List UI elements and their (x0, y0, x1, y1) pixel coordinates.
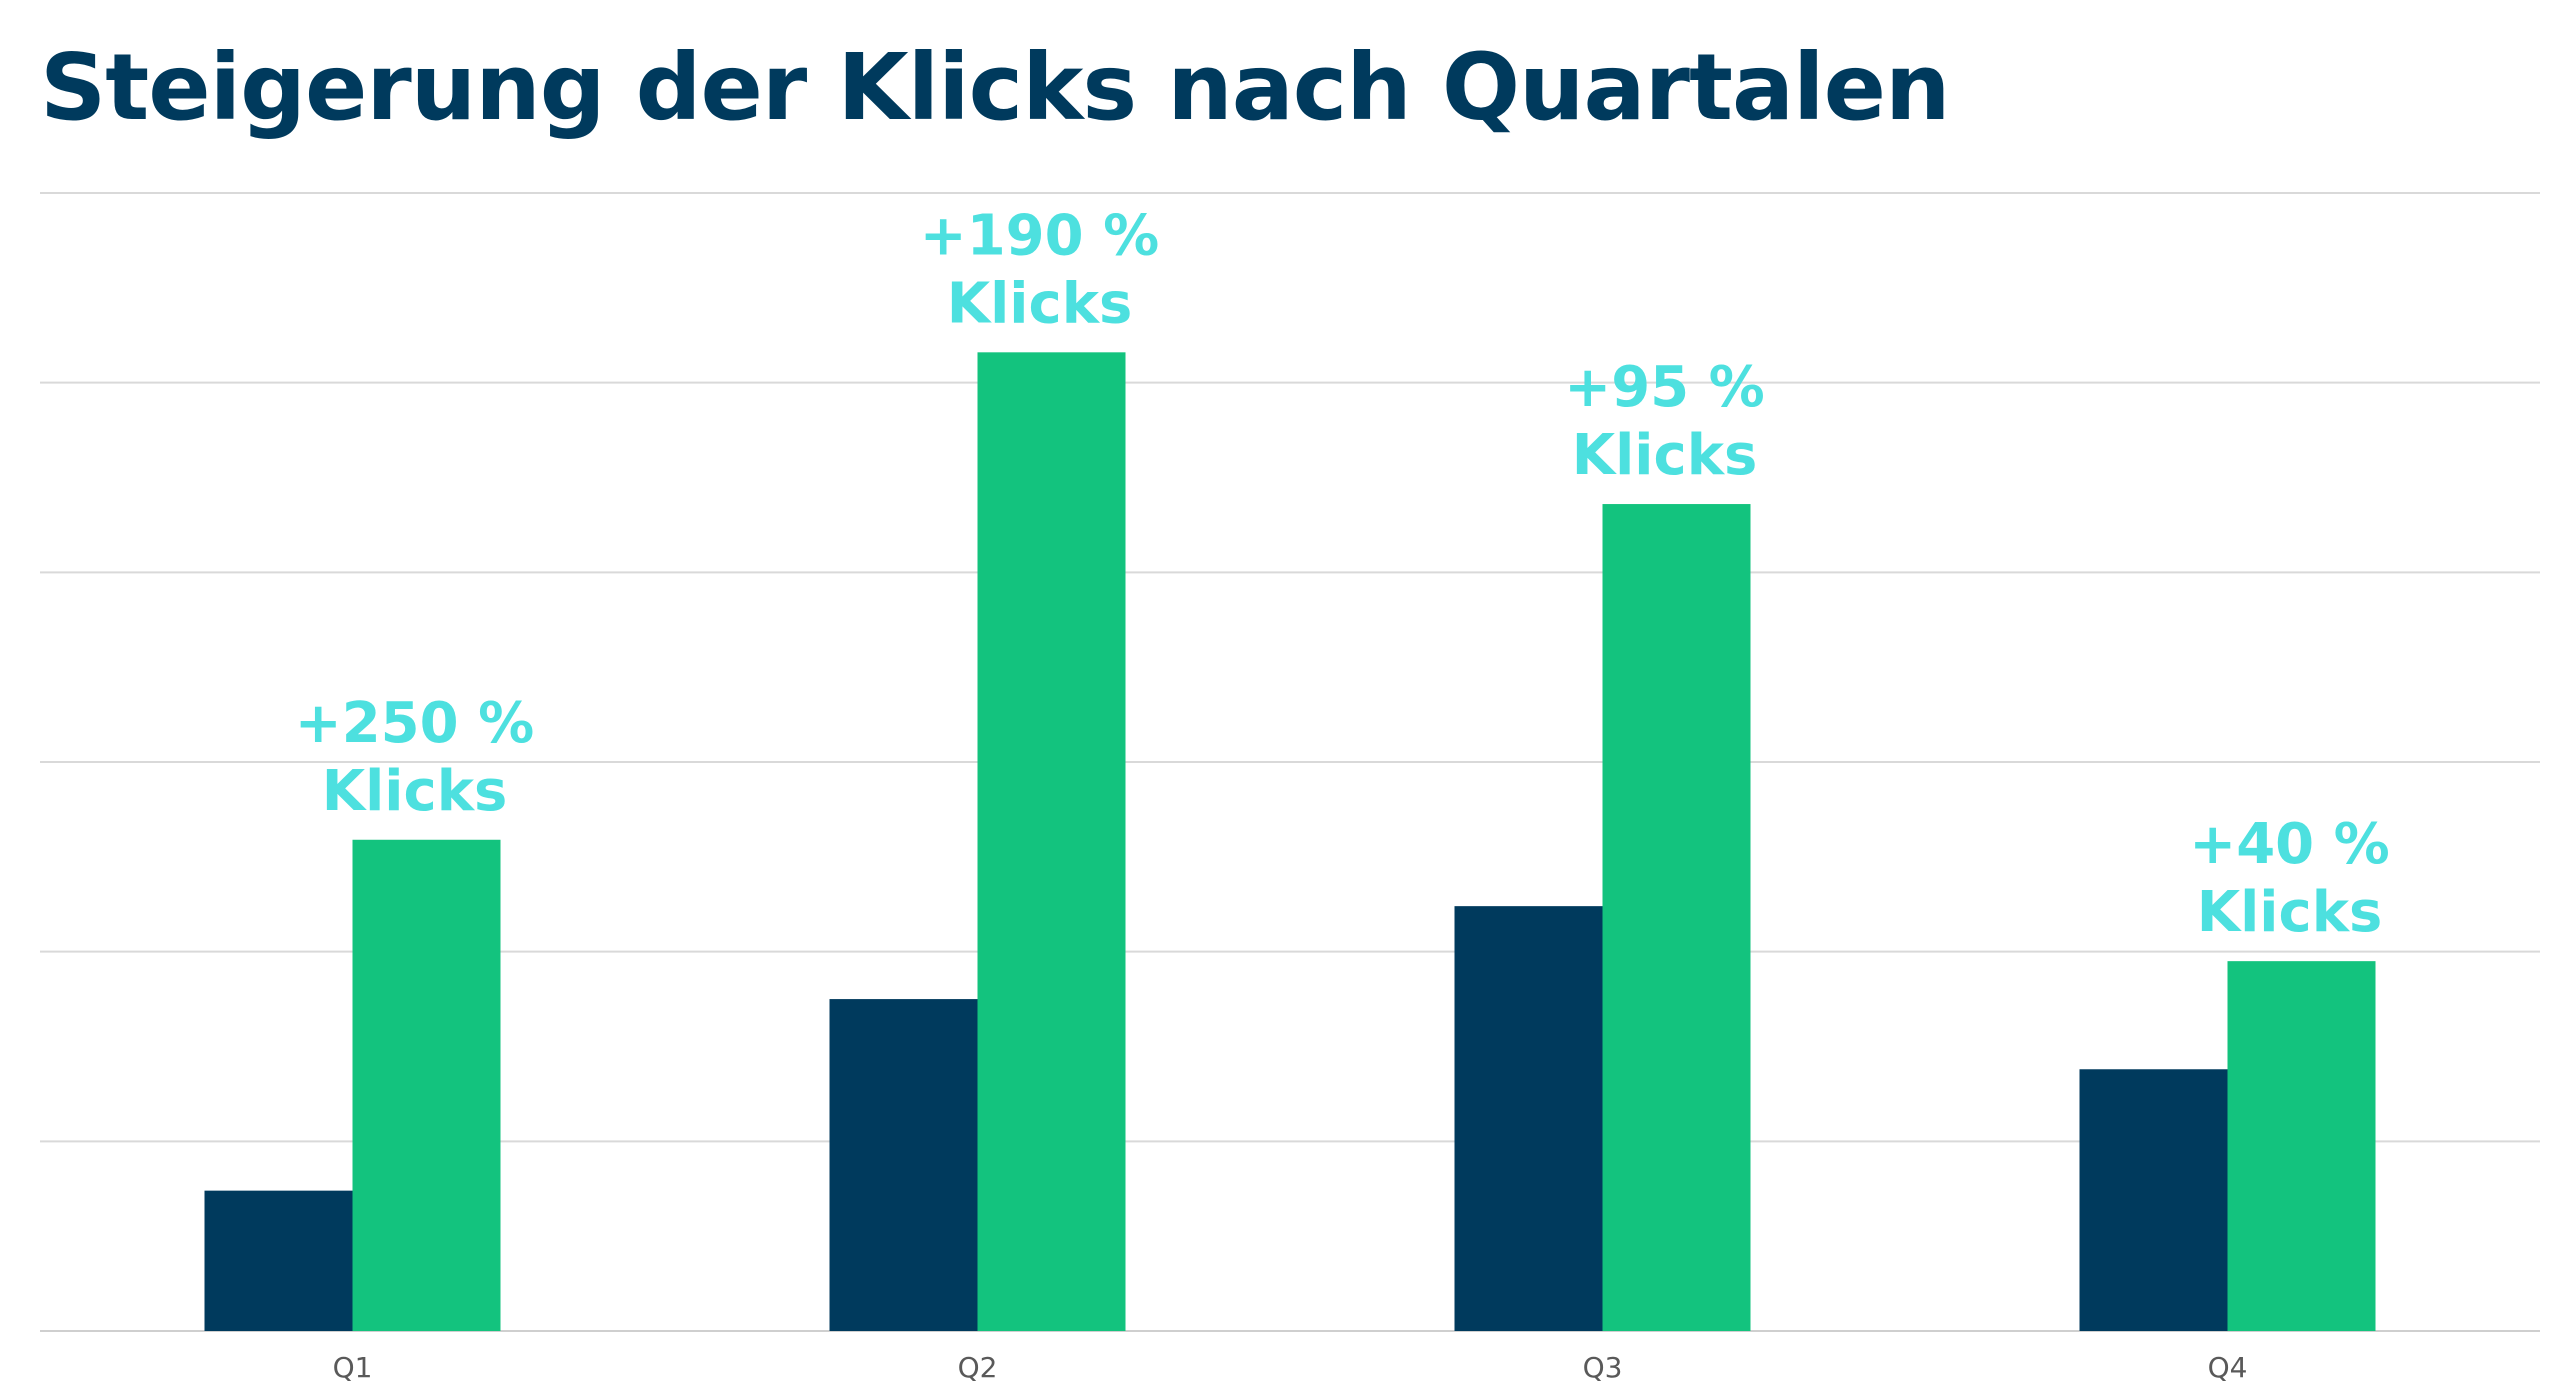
data-label-q3-line-2: Klicks (1572, 423, 1758, 488)
data-label-q2-line-2: Klicks (947, 271, 1133, 336)
data-label-q2-line-1: +190 % (920, 203, 1159, 268)
data-label-q1-line-2: Klicks (322, 759, 508, 824)
data-labels: +250 %Klicks+190 %Klicks+95 %Klicks+40 %… (295, 203, 2390, 945)
bar-q4-series-1 (2079, 1069, 2228, 1331)
bar-q3-series-2 (1602, 504, 1751, 1331)
bar-q1-series-2 (352, 839, 501, 1331)
x-axis-ticks: Q1 Q2 Q3 Q4 (333, 1351, 2248, 1384)
x-tick-label-q3: Q3 (1583, 1351, 1623, 1384)
data-label-q4-line-2: Klicks (2197, 880, 2383, 945)
bar-q2-series-2 (977, 352, 1126, 1331)
data-label-q4-line-1: +40 % (2189, 812, 2389, 877)
x-tick-label-q1: Q1 (333, 1351, 373, 1384)
bar-q4-series-2 (2227, 961, 2376, 1331)
data-label-q1-line-1: +250 % (295, 691, 534, 756)
x-tick-label-q2: Q2 (958, 1351, 998, 1384)
bars (204, 352, 2376, 1331)
bar-q2-series-1 (829, 999, 978, 1331)
chart-title: Steigerung der Klicks nach Quartalen (40, 34, 1950, 141)
bar-q1-series-1 (204, 1190, 353, 1331)
data-label-q3-line-1: +95 % (1564, 355, 1764, 420)
bar-q3-series-1 (1454, 906, 1603, 1331)
x-tick-label-q4: Q4 (2208, 1351, 2248, 1384)
